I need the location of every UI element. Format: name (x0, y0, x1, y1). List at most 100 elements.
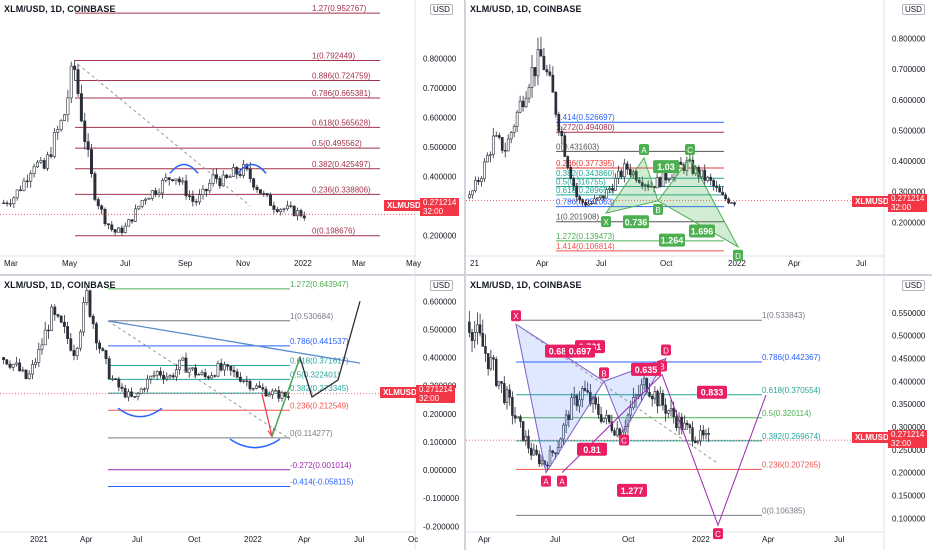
candle-body (554, 92, 558, 115)
projection-path (271, 301, 361, 437)
candle (160, 178, 164, 199)
candle-body (5, 359, 9, 365)
candle (204, 188, 208, 197)
pattern-ratio-label: 1.264 (661, 236, 684, 246)
chart-panel-bottom-left[interactable]: 0.6000000.5000000.4000000.3000000.200000… (0, 276, 464, 550)
candle-body (231, 167, 235, 177)
candle-body (103, 209, 107, 225)
currency-label[interactable]: USD (902, 4, 925, 15)
candle (575, 182, 579, 202)
candle-body (664, 404, 667, 414)
candle-body (581, 199, 584, 203)
fib-level-label: 0.618(0.371617) (290, 357, 349, 366)
candle-body (2, 202, 6, 204)
candle-body (238, 376, 242, 382)
candle-body (637, 394, 640, 397)
chart-panel-bottom-right[interactable]: 0.550000 0.500000 0.450000 0.400000 0.350000… (466, 276, 932, 550)
fib-level-label: -0.272(0.001014) (290, 461, 352, 470)
currency-label[interactable]: USD (430, 4, 453, 15)
top-arc (237, 163, 267, 174)
fib-level-label: 1(0.533843) (762, 311, 805, 320)
candle (590, 201, 593, 206)
candle (126, 388, 130, 402)
candle (586, 382, 589, 394)
pattern-point-marker (511, 310, 521, 322)
projection-arrow-down (261, 393, 273, 437)
pattern-point-marker (685, 143, 695, 155)
candle-body (587, 203, 590, 206)
candle (174, 364, 178, 382)
pattern-point-marker (639, 143, 649, 155)
candle-body (264, 388, 268, 397)
candle (530, 54, 534, 98)
candle (56, 125, 60, 140)
candle (593, 195, 596, 205)
candle (63, 113, 66, 122)
candle-body (468, 194, 471, 199)
fib-level-label: 0.618(0.370554) (762, 386, 821, 395)
candle-body (706, 176, 710, 181)
candle (98, 339, 102, 354)
candle (190, 367, 194, 371)
candle (252, 177, 256, 191)
candle (130, 219, 134, 224)
candle (158, 367, 162, 379)
candle (655, 173, 659, 189)
candle-body (32, 166, 36, 174)
candle (527, 429, 530, 454)
x-tick-label: Jul (596, 259, 606, 268)
candle (72, 344, 76, 361)
candle-body (515, 111, 519, 127)
candle-body (104, 350, 108, 360)
chart-panel-top-right[interactable]: 0.800000 0.700000 0.600000 0.500000 0.400000… (466, 0, 932, 274)
candle-body (218, 178, 222, 187)
candle (85, 286, 89, 306)
candle (69, 332, 73, 352)
candle (670, 174, 674, 180)
candle (477, 176, 480, 186)
x-tick-label: Apr (298, 535, 311, 544)
candle-body (216, 363, 220, 377)
y-tick-label: 0.700000 (423, 84, 457, 93)
candle (629, 400, 632, 422)
candle-body (707, 433, 710, 435)
candle (727, 197, 730, 205)
currency-label[interactable]: USD (430, 280, 453, 291)
candle-body (194, 367, 198, 376)
candle-body (470, 332, 474, 341)
chart-panel-top-left[interactable]: 0.800000 0.700000 0.600000 0.500000 0.400000… (0, 0, 464, 274)
candle (154, 187, 158, 197)
candle-body (29, 173, 33, 182)
candle-body (626, 414, 630, 427)
bottom-arc (117, 407, 163, 418)
candle (700, 169, 704, 179)
candle-body (572, 395, 576, 398)
candle-body (69, 65, 73, 99)
candle (691, 155, 695, 176)
candle-body (197, 373, 201, 376)
currency-label[interactable]: USD (902, 280, 925, 291)
candle-body (500, 381, 503, 384)
y-tick-label: 0.800000 (423, 54, 457, 63)
candle-body (171, 375, 175, 378)
candle (468, 191, 471, 200)
candle-body (8, 363, 12, 368)
candle-body (130, 219, 134, 222)
candle (21, 366, 25, 373)
candle (53, 304, 57, 321)
candle (218, 175, 222, 189)
candle (521, 421, 525, 442)
candle (83, 112, 87, 150)
candle-body (519, 416, 522, 422)
candle-body (551, 450, 554, 453)
candle-body (611, 188, 614, 191)
candle-body (204, 188, 208, 192)
candle-body (248, 168, 252, 180)
candle-body (150, 190, 154, 199)
x-tick-label: Apr (536, 259, 549, 268)
candle (103, 207, 107, 227)
candle (494, 356, 498, 388)
candle-body (101, 348, 105, 351)
candle-body (527, 435, 530, 449)
candle-body (497, 381, 501, 386)
